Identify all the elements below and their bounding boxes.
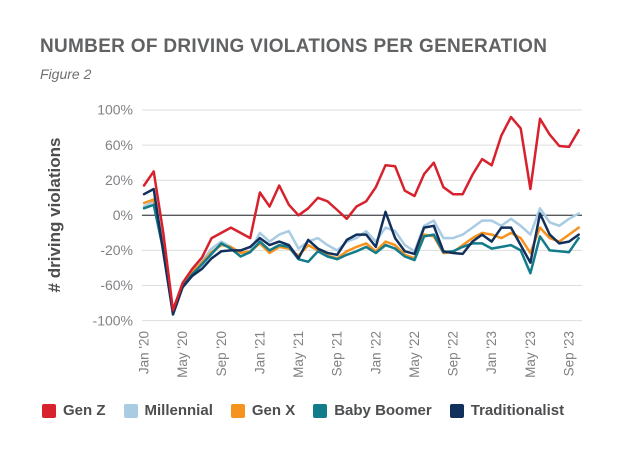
x-tick-label: Sep '22 <box>446 331 461 376</box>
legend-label: Traditionalist <box>470 402 565 419</box>
legend-swatch <box>123 403 138 418</box>
legend-swatch <box>42 403 56 418</box>
legend-label: Millennial <box>144 402 213 419</box>
x-tick-label: May '23 <box>523 331 538 378</box>
y-tick-label: 20% <box>105 172 133 188</box>
legend: Gen Z Millennial Gen X Baby Boomer Tradition… <box>42 402 564 419</box>
legend-item-millennial: Millennial <box>123 402 213 419</box>
legend-label: Gen X <box>251 402 296 419</box>
line-chart-canvas: 100% 60% 20% 0% -20% -60% -100% Jan '20 May '20 S… <box>45 102 582 378</box>
x-tick-label: Jan '22 <box>368 331 383 374</box>
y-tick-label: 0% <box>113 207 133 223</box>
x-tick-label: May '22 <box>407 331 422 378</box>
series-line-gen-z <box>142 115 580 312</box>
y-tick-label: 100% <box>97 102 133 118</box>
y-tick-label: 60% <box>105 137 133 153</box>
legend-swatch <box>230 403 245 418</box>
legend-item-gen-z: Gen Z <box>42 402 106 419</box>
series-line-baby-boomer <box>142 203 580 314</box>
legend-label: Gen Z <box>63 402 106 419</box>
x-tick-label: May '20 <box>175 331 190 378</box>
x-tick-label: Sep '23 <box>561 331 576 376</box>
legend-label: Baby Boomer <box>334 402 432 419</box>
legend-swatch <box>313 403 328 418</box>
y-axis-label: # driving violations <box>45 138 64 293</box>
y-tick-label: -100% <box>93 312 133 328</box>
x-tick-label: Sep '20 <box>214 331 229 376</box>
legend-item-traditionalist: Traditionalist <box>449 402 565 419</box>
legend-item-gen-x: Gen X <box>230 402 296 419</box>
x-tick-label: May '21 <box>291 331 306 378</box>
legend-swatch <box>449 403 464 418</box>
y-tick-label: -60% <box>100 277 133 293</box>
legend-item-baby-boomer: Baby Boomer <box>313 402 432 419</box>
series-line-traditionalist <box>142 187 580 316</box>
figure-label: Figure 2 <box>40 66 92 82</box>
chart-title: NUMBER OF DRIVING VIOLATIONS PER GENERAT… <box>40 36 548 57</box>
x-tick-label: Jan '20 <box>137 331 152 374</box>
x-tick-label: Sep '21 <box>330 331 345 376</box>
x-tick-label: Jan '23 <box>484 331 499 374</box>
y-tick-label: -20% <box>100 242 133 258</box>
x-tick-label: Jan '21 <box>252 331 267 374</box>
